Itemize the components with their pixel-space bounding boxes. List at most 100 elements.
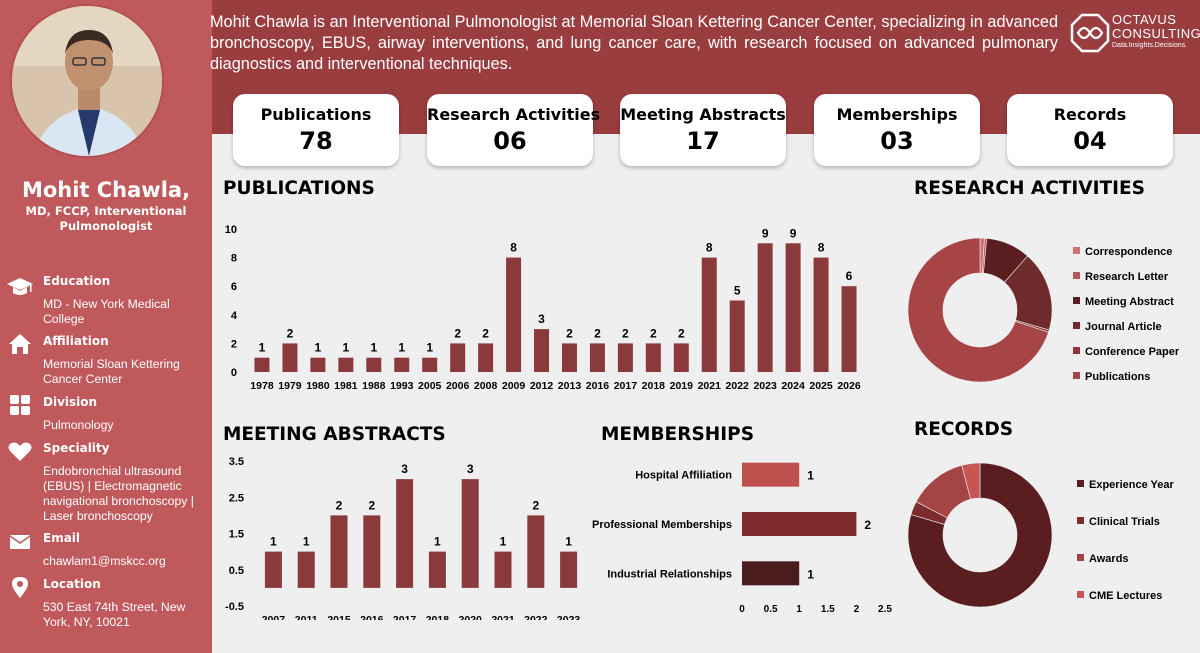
x-tick-label: 2012 [530, 380, 554, 392]
y-tick-label: 1.5 [229, 529, 244, 541]
card-label: Records [1053, 105, 1127, 124]
y-tick-label: -0.5 [225, 601, 244, 613]
data-label: 9 [762, 226, 769, 240]
x-tick-label: 2024 [781, 380, 805, 392]
bar [297, 551, 315, 588]
data-label: 6 [846, 269, 853, 283]
speciality-label: Speciality [43, 441, 110, 455]
speciality-value: Endobronchial ultrasound (EBUS) | Electr… [43, 464, 194, 523]
bar [394, 357, 410, 372]
logo-tagline: Data.Insights.Decisions. [1112, 42, 1188, 49]
legend-swatch [1077, 480, 1084, 487]
legend-label: Research Letter [1085, 271, 1169, 283]
bar [757, 243, 773, 372]
x-tick-label: 2026 [837, 380, 861, 392]
legend-swatch [1077, 591, 1084, 598]
category-label: Industrial Relationships [607, 568, 732, 580]
publications-title: PUBLICATIONS [223, 178, 375, 199]
data-label: 2 [594, 326, 601, 340]
data-label: 3 [401, 462, 408, 476]
card-memberships[interactable]: Memberships 03 [814, 94, 980, 166]
card-publications[interactable]: Publications 78 [233, 94, 399, 166]
x-tick-label: 2021 [698, 380, 722, 392]
data-label: 1 [426, 341, 433, 355]
y-tick-label: 6 [231, 281, 237, 293]
y-tick-label: 4 [231, 310, 238, 322]
card-value: 78 [299, 127, 333, 155]
data-label: 1 [434, 535, 441, 549]
card-research-activities[interactable]: Research Activities 06 [427, 94, 600, 166]
x-tick-label: 1993 [390, 380, 414, 392]
profile-bio: Mohit Chawla is an Interventional Pulmon… [210, 13, 1058, 73]
x-tick-label: 2021 [491, 614, 515, 620]
data-label: 1 [259, 341, 266, 355]
card-records[interactable]: Records 04 [1007, 94, 1173, 166]
data-label: 8 [818, 241, 825, 255]
research-activities-title: RESEARCH ACTIVITIES [914, 178, 1145, 199]
bar [310, 357, 326, 372]
y-tick-label: 0 [231, 367, 237, 379]
legend-swatch [1073, 272, 1080, 279]
x-tick-label: 1988 [362, 380, 386, 392]
legend-swatch [1073, 372, 1080, 379]
y-tick-label: 3.5 [229, 456, 244, 468]
data-label: 8 [510, 241, 517, 255]
affiliation-value: Memorial Sloan Kettering Cancer Center [43, 357, 180, 386]
data-label: 3 [467, 462, 474, 476]
bar [254, 357, 270, 372]
donut-slice [961, 462, 981, 500]
education-label: Education [43, 274, 111, 288]
x-tick-label: 2022 [524, 614, 548, 620]
location-pin-icon [6, 575, 34, 599]
x-tick-label: 2016 [586, 380, 610, 392]
x-tick-label: 1979 [278, 380, 302, 392]
data-label: 2 [287, 326, 294, 340]
legend-swatch [1073, 247, 1080, 254]
home-icon [6, 332, 34, 356]
bar [396, 479, 414, 588]
x-tick-label: 0 [739, 604, 745, 615]
legend-label: Meeting Abstract [1085, 296, 1174, 308]
x-tick-label: 2016 [360, 614, 384, 620]
card-label: Meeting Abstracts [620, 105, 786, 124]
legend-swatch [1077, 554, 1084, 561]
data-label: 1 [807, 469, 814, 483]
card-value: 04 [1073, 127, 1107, 155]
records-chart: Experience Year Clinical Trials Awards CME … [907, 462, 1175, 608]
card-label: Publications [260, 105, 372, 124]
x-tick-label: 2019 [670, 380, 694, 392]
x-tick-label: 2013 [558, 380, 582, 392]
bar [841, 286, 857, 372]
x-tick-label: 2009 [502, 380, 526, 392]
x-tick-label: 2025 [809, 380, 833, 392]
profile-name: Mohit Chawla, [21, 178, 191, 202]
card-meeting-abstracts[interactable]: Meeting Abstracts 17 [620, 94, 786, 166]
data-label: 1 [315, 341, 322, 355]
card-value: 03 [880, 127, 914, 155]
data-label: 1 [303, 535, 310, 549]
data-label: 1 [342, 341, 349, 355]
bar [264, 551, 282, 588]
data-label: 9 [790, 226, 797, 240]
data-label: 3 [538, 312, 545, 326]
x-tick-label: 2023 [557, 614, 581, 620]
email-value[interactable]: chawlam1@mskcc.org [43, 554, 166, 568]
bar [461, 479, 479, 588]
records-title: RECORDS [914, 419, 1014, 440]
division-label: Division [43, 395, 98, 409]
x-tick-label: 1980 [306, 380, 330, 392]
logo-wordmark: OCTAVUS CONSULTING [1112, 13, 1200, 41]
x-tick-label: 1.5 [821, 604, 835, 615]
bar [450, 343, 466, 372]
x-tick-label: 2018 [642, 380, 666, 392]
bar [742, 512, 857, 536]
bar [673, 343, 689, 372]
card-value: 17 [686, 127, 720, 155]
data-label: 2 [566, 326, 573, 340]
donut-slice [907, 237, 1049, 383]
data-label: 2 [678, 326, 685, 340]
data-label: 2 [454, 326, 461, 340]
y-tick-label: 8 [231, 253, 237, 265]
x-tick-label: 2018 [426, 614, 450, 620]
data-label: 1 [398, 341, 405, 355]
